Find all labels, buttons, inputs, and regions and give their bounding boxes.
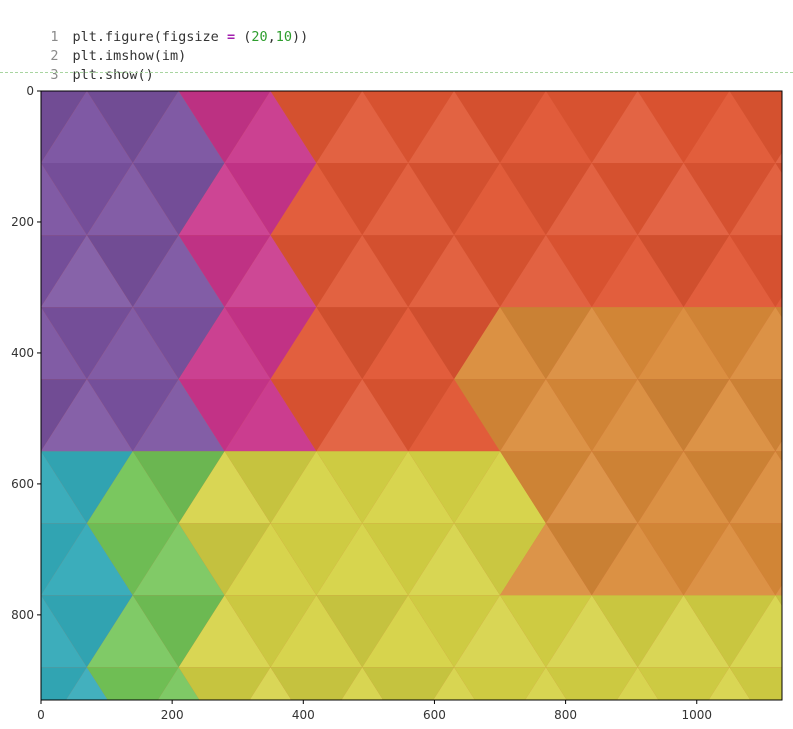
code-operator: = <box>227 29 235 45</box>
imshow-figure: 0 200 400 600 800 1000 0 200 400 600 800 <box>0 73 793 725</box>
x-axis: 0 200 400 600 800 1000 <box>37 700 712 722</box>
y-tick-label: 600 <box>11 477 34 491</box>
code-text: )) <box>292 29 308 45</box>
code-text: , <box>268 29 276 45</box>
y-tick-label: 0 <box>26 84 34 98</box>
x-tick-label: 600 <box>423 708 446 722</box>
image-triangle <box>0 595 41 667</box>
y-tick-label: 800 <box>11 608 34 622</box>
y-axis: 0 200 400 600 800 <box>11 84 41 622</box>
x-tick-label: 1000 <box>681 708 712 722</box>
x-tick-label: 400 <box>292 708 315 722</box>
x-tick-label: 800 <box>554 708 577 722</box>
x-tick-label: 0 <box>37 708 45 722</box>
y-tick-label: 200 <box>11 215 34 229</box>
x-tick-label: 200 <box>161 708 184 722</box>
image-content <box>0 91 793 725</box>
code-number: 20 <box>251 29 267 45</box>
code-text: ( <box>235 29 251 45</box>
image-triangle <box>0 307 41 379</box>
output-area: 0 200 400 600 800 1000 0 200 400 600 800 <box>0 73 793 725</box>
code-number: 10 <box>276 29 292 45</box>
y-tick-label: 400 <box>11 346 34 360</box>
